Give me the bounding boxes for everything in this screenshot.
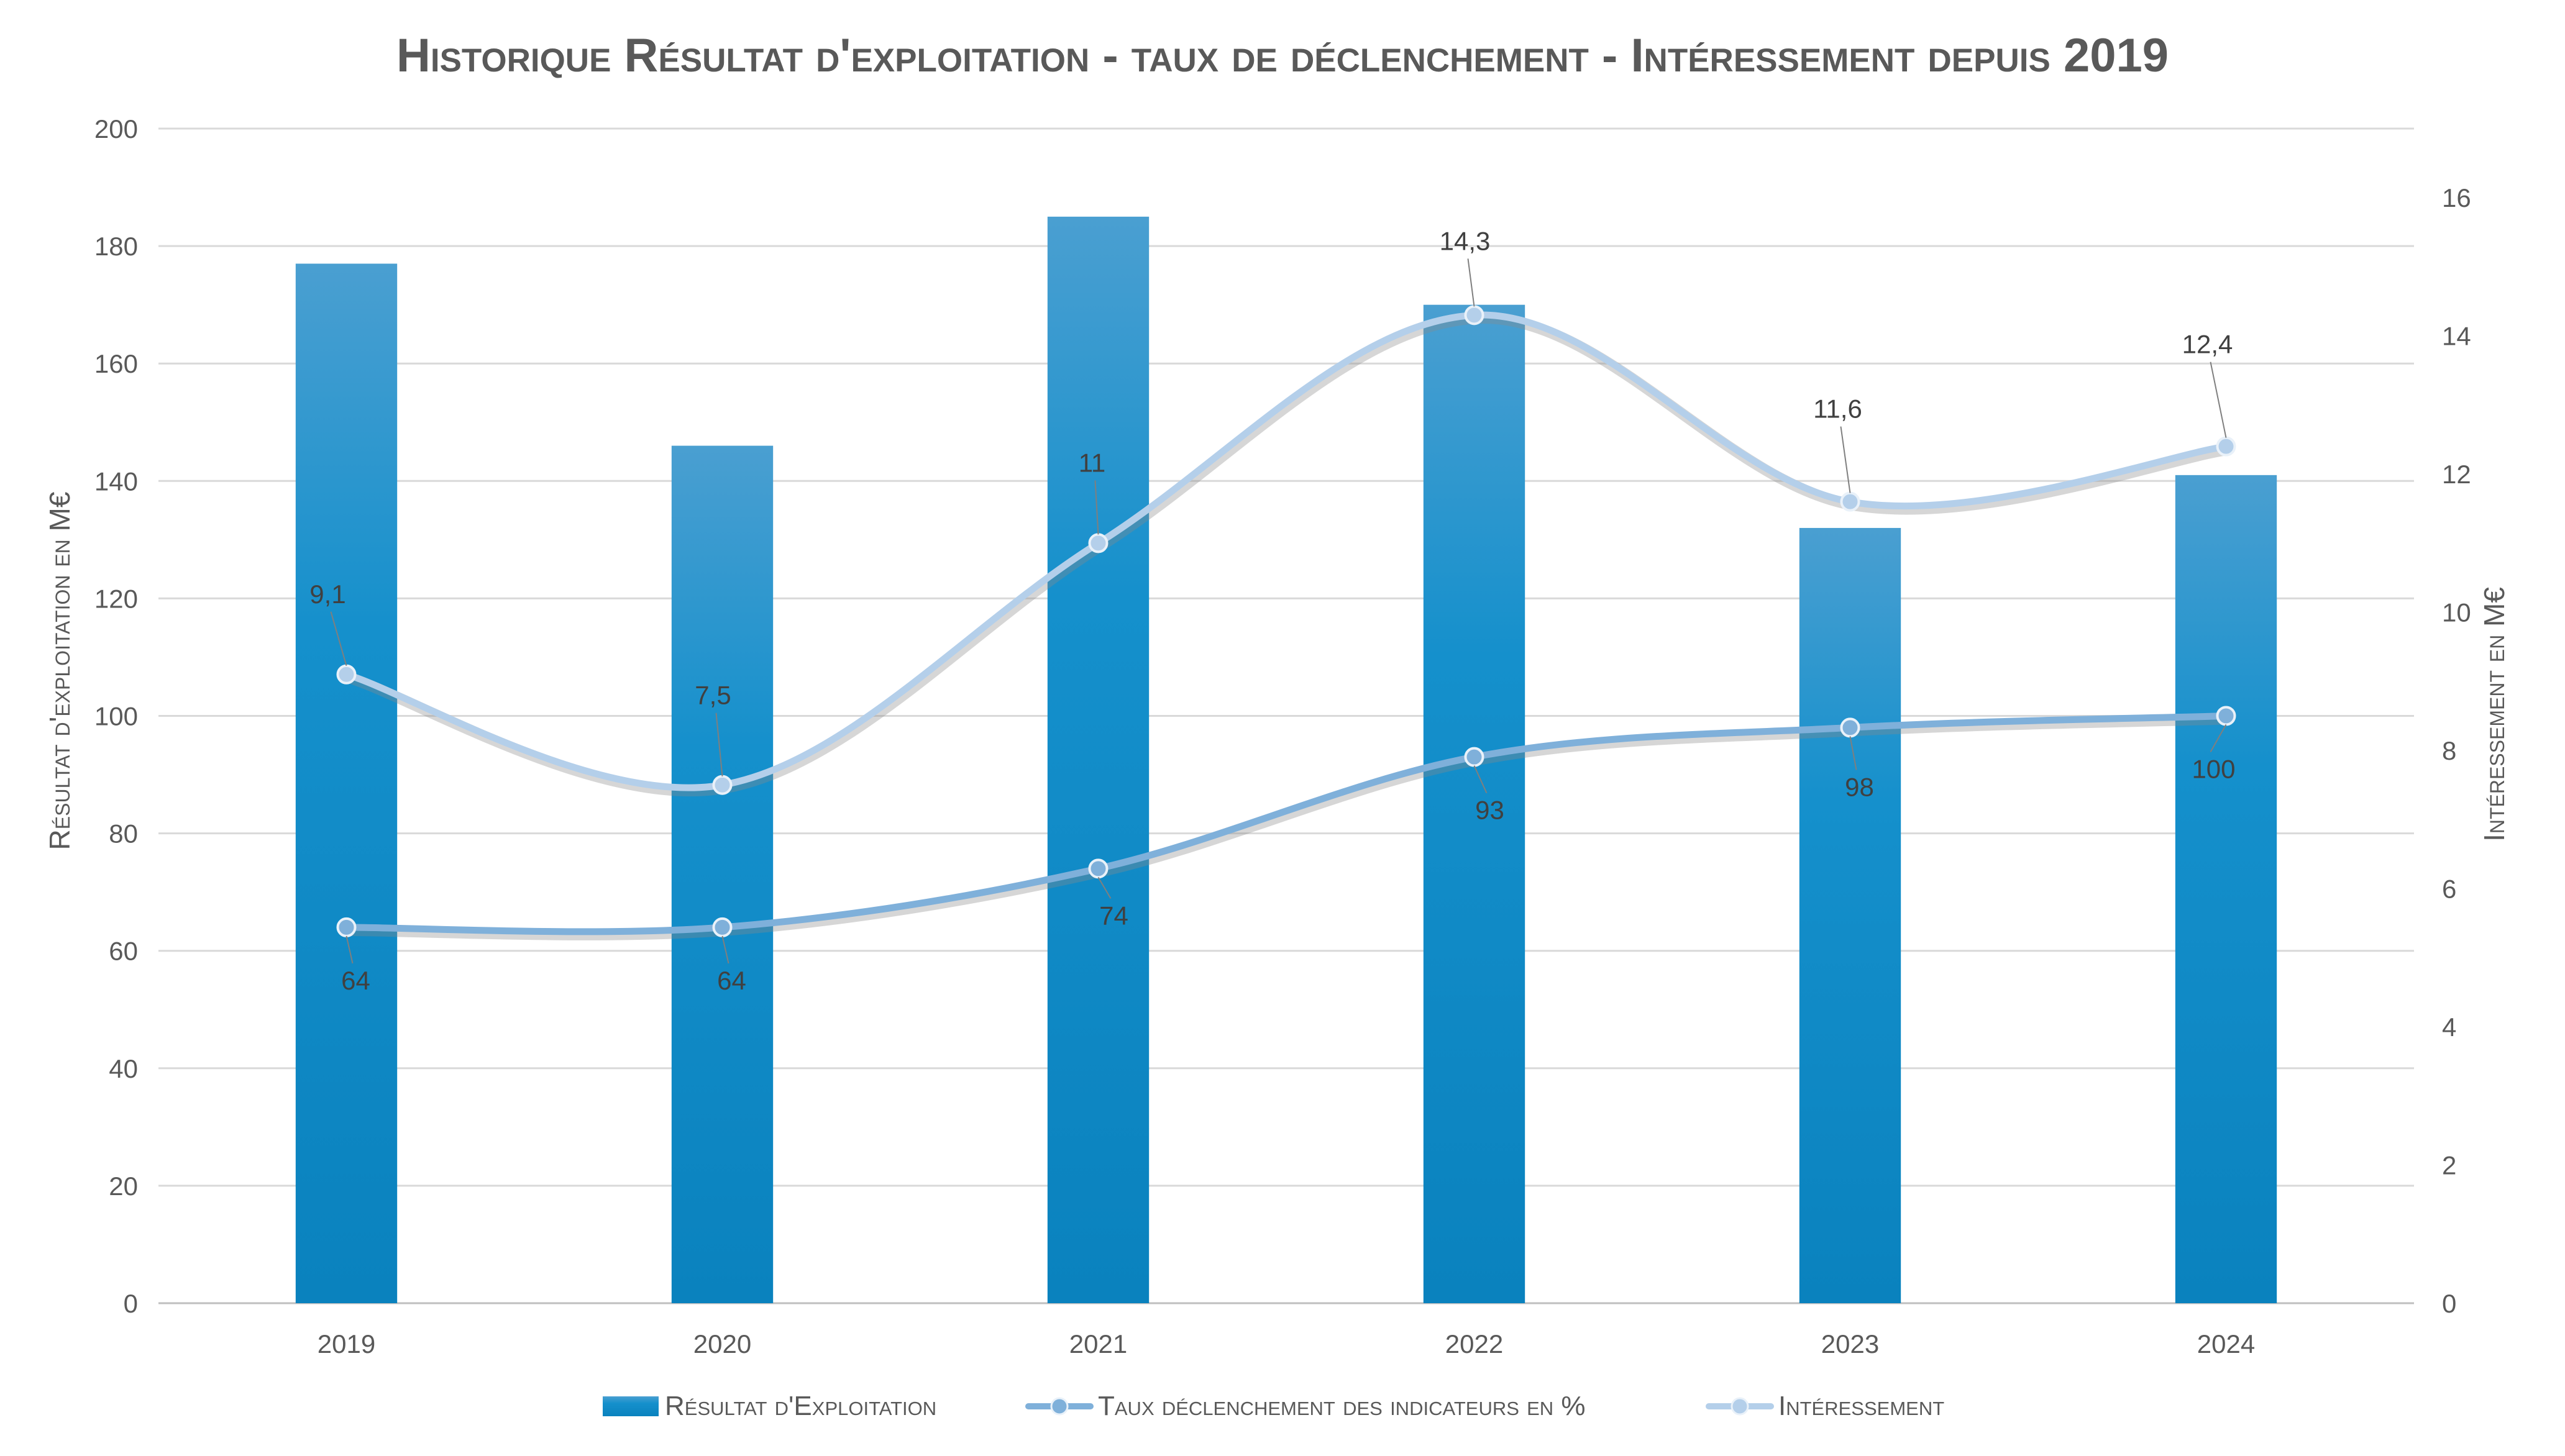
label-leader-line (345, 935, 354, 964)
y2-tick-label: 16 (2442, 183, 2471, 212)
label-leader-line (1840, 426, 1851, 493)
legend-swatch-marker (1731, 1397, 1749, 1416)
series-line (343, 712, 2229, 935)
y-tick-label: 20 (109, 1172, 138, 1201)
y2-tick-label: 10 (2442, 598, 2471, 627)
x-tick-label: 2019 (318, 1329, 375, 1358)
data-point (1088, 533, 1109, 553)
data-label-taux: 64 (717, 966, 746, 995)
data-point (1840, 717, 1860, 738)
lines (336, 305, 2236, 940)
y-tick-label: 0 (124, 1289, 138, 1318)
y2-tick-label: 8 (2442, 736, 2456, 765)
data-point (1840, 491, 1860, 512)
data-label-taux: 74 (1099, 901, 1128, 930)
x-tick-label: 2022 (1445, 1329, 1503, 1358)
bars (295, 216, 2277, 1304)
chart-title: Historique Résultat d'exploitation - tau… (396, 29, 2169, 82)
y2-tick-label: 0 (2442, 1289, 2456, 1318)
series-line (343, 311, 2229, 791)
data-label-interessement: 9,1 (309, 580, 345, 609)
data-label-taux: 93 (1475, 796, 1504, 825)
legend-label: Intéressement (1778, 1391, 1944, 1421)
label-leader-line (2210, 362, 2227, 438)
label-leader-line (2210, 724, 2227, 752)
y-tick-label: 180 (94, 232, 138, 261)
legend-swatch-bar (603, 1396, 659, 1416)
bar (295, 263, 398, 1304)
y2-tick-label: 6 (2442, 875, 2456, 904)
x-tick-label: 2020 (693, 1329, 751, 1358)
legend: Résultat d'Exploitation Taux déclenchemen… (603, 1391, 1944, 1421)
y-tick-label: 160 (94, 349, 138, 378)
bar (1423, 304, 1525, 1303)
label-leader-line (715, 712, 723, 776)
x-tick-label: 2021 (1069, 1329, 1127, 1358)
y2-axis-title: Intéressement en M€ (2478, 587, 2510, 842)
data-label-taux: 98 (1845, 772, 1874, 801)
label-leader-line (1473, 765, 1488, 794)
label-leader-line (1097, 876, 1112, 899)
data-point (1464, 747, 1484, 767)
y-axis-title: Résultat d'exploitation en M€ (43, 492, 76, 850)
y-tick-label: 60 (109, 937, 138, 966)
data-label-interessement: 7,5 (695, 681, 731, 710)
data-point (712, 775, 733, 795)
bar (671, 445, 774, 1303)
legend-swatch-marker (1050, 1397, 1069, 1416)
data-label-interessement: 11 (1079, 448, 1106, 477)
label-leader-line (1849, 736, 1857, 770)
y2-tick-label: 14 (2442, 322, 2471, 351)
data-label-interessement: 14,3 (1440, 226, 1491, 255)
y2-tick-label: 2 (2442, 1151, 2456, 1180)
data-point (1088, 858, 1109, 879)
y-tick-label: 80 (109, 819, 138, 849)
data-label-interessement: 11,6 (1813, 394, 1862, 424)
y2-tick-label: 4 (2442, 1012, 2456, 1042)
x-tick-label: 2024 (2197, 1329, 2255, 1358)
data-label-taux: 100 (2192, 755, 2235, 784)
y-tick-label: 100 (94, 702, 138, 731)
y-tick-label: 120 (94, 584, 138, 613)
y-tick-label: 140 (94, 466, 138, 496)
x-tick-label: 2023 (1821, 1329, 1879, 1358)
data-point (336, 664, 357, 685)
legend-label: Taux déclenchement des indicateurs en % (1098, 1391, 1586, 1421)
y-tick-label: 40 (109, 1054, 138, 1083)
bar (1047, 216, 1150, 1304)
label-leader-line (721, 935, 729, 964)
gridlines (158, 127, 2414, 1304)
label-leader-line (1467, 258, 1475, 307)
data-point (712, 917, 733, 937)
bar (1799, 527, 1901, 1304)
legend-label: Résultat d'Exploitation (665, 1391, 936, 1421)
label-leader-line (330, 611, 347, 667)
label-leader-line (1094, 480, 1099, 535)
data-label-taux: 64 (341, 966, 370, 995)
data-point (2216, 706, 2236, 726)
y-tick-label: 200 (94, 114, 138, 143)
data-labels: 64 64 74 93 98 100 9,1 7,5 11 14,3 11,6 12,4 (309, 226, 2235, 995)
data-point (2216, 436, 2236, 457)
data-point (336, 917, 357, 937)
data-label-interessement: 12,4 (2182, 330, 2233, 359)
bar (2175, 475, 2277, 1303)
axes: 0 20 40 60 80 100 120 140 160 180 200 0 2 4 6 8 10 12 14 16… (94, 114, 2471, 1358)
y2-tick-label: 12 (2442, 460, 2471, 489)
data-point (1464, 305, 1484, 325)
